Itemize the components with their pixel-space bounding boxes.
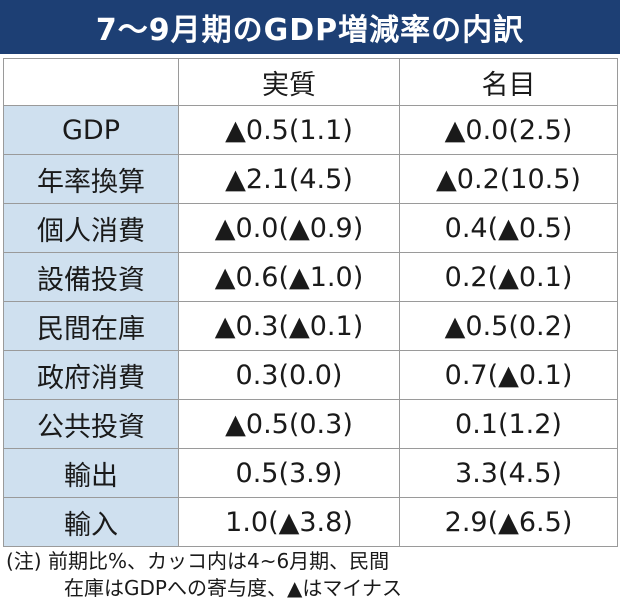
real-value: ▲0.3(▲0.1): [178, 301, 400, 351]
real-value: ▲0.5(1.1): [178, 105, 400, 155]
real-value: ▲0.0(▲0.9): [178, 203, 400, 253]
row-label: 輸入: [3, 497, 179, 547]
table-row: 輸出 0.5(3.9) 3.3(4.5): [3, 448, 618, 498]
row-label: GDP: [3, 105, 179, 155]
real-value: ▲0.5(0.3): [178, 399, 400, 449]
table-row: 公共投資 ▲0.5(0.3) 0.1(1.2): [3, 399, 618, 449]
footnote-line-1: (注) 前期比%、カッコ内は4~6月期、民間: [6, 549, 390, 573]
nominal-value: ▲0.2(10.5): [399, 154, 618, 204]
nominal-value: 0.2(▲0.1): [399, 252, 618, 302]
nominal-value: 0.1(1.2): [399, 399, 618, 449]
table-row: 政府消費 0.3(0.0) 0.7(▲0.1): [3, 350, 618, 400]
row-label: 個人消費: [3, 203, 179, 253]
table-row: 個人消費 ▲0.0(▲0.9) 0.4(▲0.5): [3, 203, 618, 253]
table-title: 7〜9月期のGDP増減率の内訳: [0, 0, 620, 54]
column-header-nominal: 名目: [399, 58, 618, 106]
row-label: 民間在庫: [3, 301, 179, 351]
gdp-breakdown-table: 実質 名目 GDP ▲0.5(1.1) ▲0.0(2.5) 年率換算 ▲2.1(…: [3, 58, 618, 547]
row-label: 年率換算: [3, 154, 179, 204]
table-row: 輸入 1.0(▲3.8) 2.9(▲6.5): [3, 497, 618, 547]
corner-cell: [3, 58, 179, 106]
row-label: 公共投資: [3, 399, 179, 449]
real-value: 0.5(3.9): [178, 448, 400, 498]
nominal-value: 3.3(4.5): [399, 448, 618, 498]
header-row: 実質 名目: [3, 58, 618, 106]
nominal-value: ▲0.5(0.2): [399, 301, 618, 351]
nominal-value: 0.7(▲0.1): [399, 350, 618, 400]
table-row: GDP ▲0.5(1.1) ▲0.0(2.5): [3, 105, 618, 155]
footnote: (注) 前期比%、カッコ内は4~6月期、民間 在庫はGDPへの寄与度、▲はマイナ…: [6, 548, 616, 602]
real-value: ▲2.1(4.5): [178, 154, 400, 204]
nominal-value: 0.4(▲0.5): [399, 203, 618, 253]
nominal-value: 2.9(▲6.5): [399, 497, 618, 547]
table-row: 年率換算 ▲2.1(4.5) ▲0.2(10.5): [3, 154, 618, 204]
row-label: 政府消費: [3, 350, 179, 400]
real-value: 0.3(0.0): [178, 350, 400, 400]
footnote-line-2: 在庫はGDPへの寄与度、▲はマイナス: [64, 576, 402, 600]
real-value: 1.0(▲3.8): [178, 497, 400, 547]
nominal-value: ▲0.0(2.5): [399, 105, 618, 155]
row-label: 設備投資: [3, 252, 179, 302]
table-row: 設備投資 ▲0.6(▲1.0) 0.2(▲0.1): [3, 252, 618, 302]
row-label: 輸出: [3, 448, 179, 498]
column-header-real: 実質: [178, 58, 400, 106]
real-value: ▲0.6(▲1.0): [178, 252, 400, 302]
table-row: 民間在庫 ▲0.3(▲0.1) ▲0.5(0.2): [3, 301, 618, 351]
